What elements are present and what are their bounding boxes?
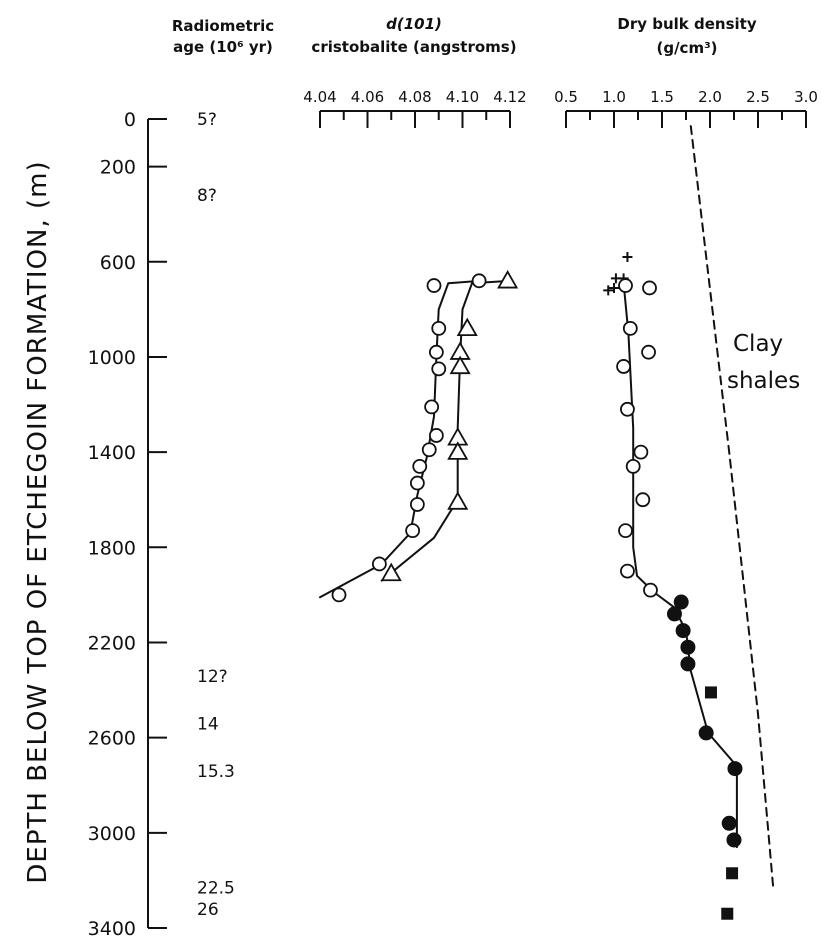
filled-square-point <box>726 867 739 880</box>
open-circle-point <box>643 582 658 598</box>
depth-ticks: 0 200 600 1000 1400 1800 2200 2600 3000 3400 <box>88 109 167 940</box>
open-circle-point <box>426 278 442 293</box>
x-tick-label: 0.5 <box>554 88 578 106</box>
age-column: Radiometric age (10⁶ yr) 5? 8? 12? 14 15.3 22… <box>172 17 274 920</box>
depth-tick-label: 1400 <box>88 442 136 464</box>
open-circle-point <box>371 556 387 572</box>
x-tick-label: 3.0 <box>794 88 818 106</box>
open-circle-point <box>405 523 421 539</box>
open-circle-point <box>409 497 425 512</box>
x-tick-label: 1.0 <box>602 88 626 106</box>
trend-curve <box>380 279 511 582</box>
age-header-line1: Radiometric <box>172 17 274 35</box>
cristobalite-marks <box>319 269 519 603</box>
depth-tick-label: 3000 <box>88 823 136 845</box>
open-triangle-point <box>447 491 469 510</box>
filled-circle-point <box>673 594 689 610</box>
plus-point <box>622 252 633 263</box>
open-triangle-point <box>497 269 519 289</box>
open-circle-point <box>618 278 633 293</box>
open-triangle-point <box>449 355 471 375</box>
depth-tick-label: 1800 <box>88 537 136 559</box>
density-title-line1: Dry bulk density <box>617 15 756 33</box>
x-tick-label: 4.06 <box>351 88 384 106</box>
cristobalite-title-line2: cristobalite (angstroms) <box>311 38 516 56</box>
filled-circle-point <box>721 815 737 831</box>
age-entry: 12? <box>197 667 228 687</box>
open-triangle-point <box>447 441 469 460</box>
filled-square-point <box>704 686 717 699</box>
density-ticks: 0.5 1.0 1.5 2.0 2.5 3.0 <box>554 88 818 128</box>
depth-axis-label: DEPTH BELOW TOP OF ETCHEGOIN FORMATION, … <box>23 160 53 883</box>
age-entries: 5? 8? 12? 14 15.3 22.526 <box>197 110 235 920</box>
depth-axis: 0 200 600 1000 1400 1800 2200 2600 3000 3400 DEPT… <box>23 109 167 940</box>
open-circle-point <box>412 458 428 474</box>
filled-circle-point <box>680 639 696 655</box>
age-entry: 15.3 <box>197 762 235 782</box>
cristobalite-title-line1: d(101) <box>386 15 442 33</box>
depth-tick-label: 600 <box>100 252 136 274</box>
age-entry: 14 <box>197 714 219 734</box>
open-circle-point <box>635 492 651 508</box>
x-tick-label: 2.0 <box>698 88 722 106</box>
x-tick-label: 4.04 <box>303 88 336 106</box>
filled-square-point <box>721 907 734 920</box>
age-header-line2: age (10⁶ yr) <box>173 38 273 56</box>
open-circle-point <box>616 359 631 374</box>
open-circle-point <box>618 523 633 539</box>
plus-point <box>609 282 619 293</box>
open-circle-point <box>641 344 656 360</box>
open-circle-point <box>471 273 487 289</box>
depth-tick-label: 1000 <box>88 347 136 369</box>
filled-circle-point <box>675 623 691 639</box>
filled-circle-point <box>726 832 742 848</box>
open-circle-point <box>424 399 440 415</box>
open-circle-point <box>625 458 641 474</box>
cristobalite-ticks: 4.04 4.06 4.08 4.10 4.12 <box>303 88 527 128</box>
density-panel: Dry bulk density (g/cm³) 0.5 1.0 1.5 2.0 2.5… <box>554 15 818 920</box>
x-tick-label: 2.5 <box>746 88 770 106</box>
x-tick-label: 4.12 <box>493 88 526 106</box>
age-entry: 22.5 <box>197 879 235 899</box>
depth-tick-label: 0 <box>124 109 136 131</box>
x-tick-label: 1.5 <box>650 88 674 106</box>
x-tick-label: 4.08 <box>398 88 431 106</box>
open-circle-point <box>633 444 649 460</box>
density-title-line2: (g/cm³) <box>656 39 717 57</box>
depth-tick-label: 2200 <box>88 632 136 654</box>
clay-shales-label-line2: shales <box>727 368 800 394</box>
plus-point <box>603 285 614 296</box>
open-circle-point <box>421 442 437 458</box>
cristobalite-panel: d(101) cristobalite (angstroms) 4.04 4.06… <box>303 15 527 603</box>
depth-tick-label: 3400 <box>88 918 136 940</box>
open-circle-point <box>331 587 347 603</box>
clay-shales-trend-line <box>689 125 775 891</box>
open-circle-point <box>431 320 447 336</box>
filled-circle-point <box>727 761 743 777</box>
open-circle-point <box>642 280 657 296</box>
clay-shales-label-line1: Clay <box>733 331 783 357</box>
density-marks <box>603 125 775 920</box>
depth-tick-label: 200 <box>100 157 136 179</box>
filled-circle-point <box>698 725 714 741</box>
age-entry: 26 <box>197 900 219 920</box>
depth-tick-label: 2600 <box>88 728 136 750</box>
x-tick-label: 4.10 <box>446 88 479 106</box>
open-triangle-point <box>456 317 478 337</box>
filled-circle-point <box>666 606 682 622</box>
open-circle-point <box>409 475 425 491</box>
open-circle-point <box>620 563 635 579</box>
age-entry: 8? <box>197 186 217 206</box>
open-circle-point <box>431 361 447 377</box>
open-circle-point <box>428 428 444 443</box>
open-triangle-point <box>380 562 402 582</box>
open-circle-point <box>622 320 638 336</box>
open-circle-point <box>620 401 635 417</box>
open-circle-point <box>428 344 444 360</box>
age-entry: 5? <box>197 110 217 130</box>
filled-circle-point <box>680 656 696 672</box>
